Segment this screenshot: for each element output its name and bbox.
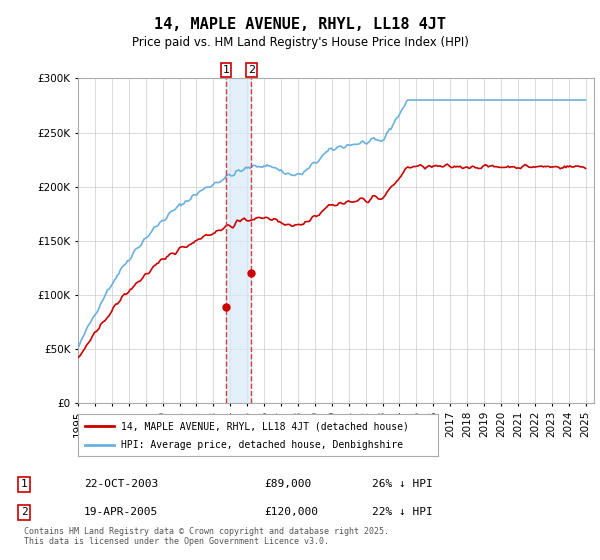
Text: 22% ↓ HPI: 22% ↓ HPI [372,507,433,517]
Text: 1: 1 [223,65,230,75]
Text: 1: 1 [20,479,28,489]
Text: Price paid vs. HM Land Registry's House Price Index (HPI): Price paid vs. HM Land Registry's House … [131,36,469,49]
Text: Contains HM Land Registry data © Crown copyright and database right 2025.
This d: Contains HM Land Registry data © Crown c… [24,526,389,546]
Text: HPI: Average price, detached house, Denbighshire: HPI: Average price, detached house, Denb… [121,440,403,450]
Text: £120,000: £120,000 [264,507,318,517]
Text: 22-OCT-2003: 22-OCT-2003 [84,479,158,489]
Text: 2: 2 [20,507,28,517]
Text: £89,000: £89,000 [264,479,311,489]
Text: 19-APR-2005: 19-APR-2005 [84,507,158,517]
Text: 14, MAPLE AVENUE, RHYL, LL18 4JT: 14, MAPLE AVENUE, RHYL, LL18 4JT [154,17,446,32]
Text: 14, MAPLE AVENUE, RHYL, LL18 4JT (detached house): 14, MAPLE AVENUE, RHYL, LL18 4JT (detach… [121,421,409,431]
Text: 2: 2 [248,65,255,75]
Bar [226,78,251,403]
Text: 26% ↓ HPI: 26% ↓ HPI [372,479,433,489]
